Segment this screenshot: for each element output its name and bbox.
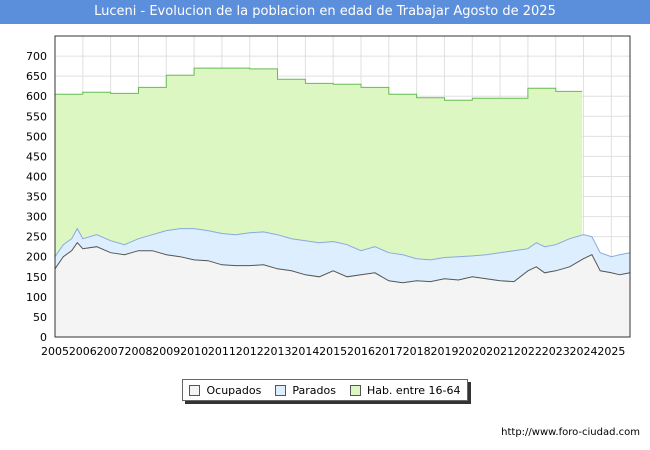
- x-tick-label: 2024: [570, 345, 598, 358]
- line-parados: [54, 227, 631, 261]
- x-tick-label: 2010: [180, 345, 208, 358]
- chart-title: Luceni - Evolucion de la poblacion en ed…: [0, 0, 650, 24]
- x-tick-label: 2012: [236, 345, 264, 358]
- y-tick-label: 50: [33, 311, 47, 324]
- x-tick-label: 2015: [319, 345, 347, 358]
- legend-item-parados: Parados: [275, 384, 336, 397]
- legend-item-hab: Hab. entre 16-64: [349, 383, 461, 397]
- y-tick-label: 400: [26, 170, 47, 183]
- legend: Ocupados Parados Hab. entre 16-64: [182, 379, 468, 401]
- x-tick-label: 2020: [458, 345, 486, 358]
- y-tick-label: 500: [26, 130, 47, 143]
- x-tick-label: 2025: [597, 345, 625, 358]
- x-tick-label: 2014: [291, 345, 319, 358]
- x-tick-label: 2005: [41, 345, 69, 358]
- tick-labels: 0 50 100 150 200 250 300 350 400 450 500 550 600 650 7…: [26, 50, 625, 358]
- y-tick-label: 100: [26, 291, 47, 304]
- area-ocupados: [55, 242, 630, 337]
- x-tick-label: 2018: [403, 345, 431, 358]
- x-tick-label: 2019: [430, 345, 458, 358]
- x-tick-label: 2013: [264, 345, 292, 358]
- x-tick-label: 2016: [347, 345, 375, 358]
- legend-label-ocupados: Ocupados: [206, 383, 262, 397]
- y-tick-label: 600: [26, 90, 47, 103]
- x-tick-label: 2007: [97, 345, 125, 358]
- line-hab-entre-16-64: [55, 67, 583, 101]
- source-link[interactable]: http://www.foro-ciudad.com: [501, 427, 640, 438]
- legend-swatch-hab: [349, 384, 361, 396]
- axes: [54, 35, 631, 338]
- y-tick-label: 700: [26, 50, 47, 63]
- x-tick-label: 2021: [486, 345, 514, 358]
- x-tick-label: 2008: [124, 345, 152, 358]
- legend-label-hab: Hab. entre 16-64: [366, 383, 461, 397]
- x-tick-label: 2023: [542, 345, 570, 358]
- line-ocupados: [54, 241, 631, 284]
- x-tick-label: 2022: [514, 345, 542, 358]
- y-tick-label: 0: [40, 331, 47, 344]
- x-tick-label: 2009: [152, 345, 180, 358]
- legend-item-ocupados: Ocupados: [189, 384, 261, 397]
- y-tick-label: 550: [26, 110, 47, 123]
- y-tick-label: 450: [26, 150, 47, 163]
- x-tick-label: 2011: [208, 345, 236, 358]
- y-tick-label: 650: [26, 70, 47, 83]
- legend-swatch-parados: [275, 384, 287, 396]
- y-tick-label: 200: [26, 251, 47, 264]
- y-tick-label: 300: [26, 211, 47, 224]
- x-tick-label: 2006: [69, 345, 97, 358]
- legend-label-parados: Parados: [292, 383, 336, 397]
- y-tick-label: 150: [26, 271, 47, 284]
- y-tick-label: 250: [26, 231, 47, 244]
- y-tick-label: 350: [26, 191, 47, 204]
- legend-swatch-ocupados: [189, 384, 201, 396]
- x-tick-label: 2017: [375, 345, 403, 358]
- series-areas: [54, 67, 631, 337]
- plot-frame: [54, 35, 631, 338]
